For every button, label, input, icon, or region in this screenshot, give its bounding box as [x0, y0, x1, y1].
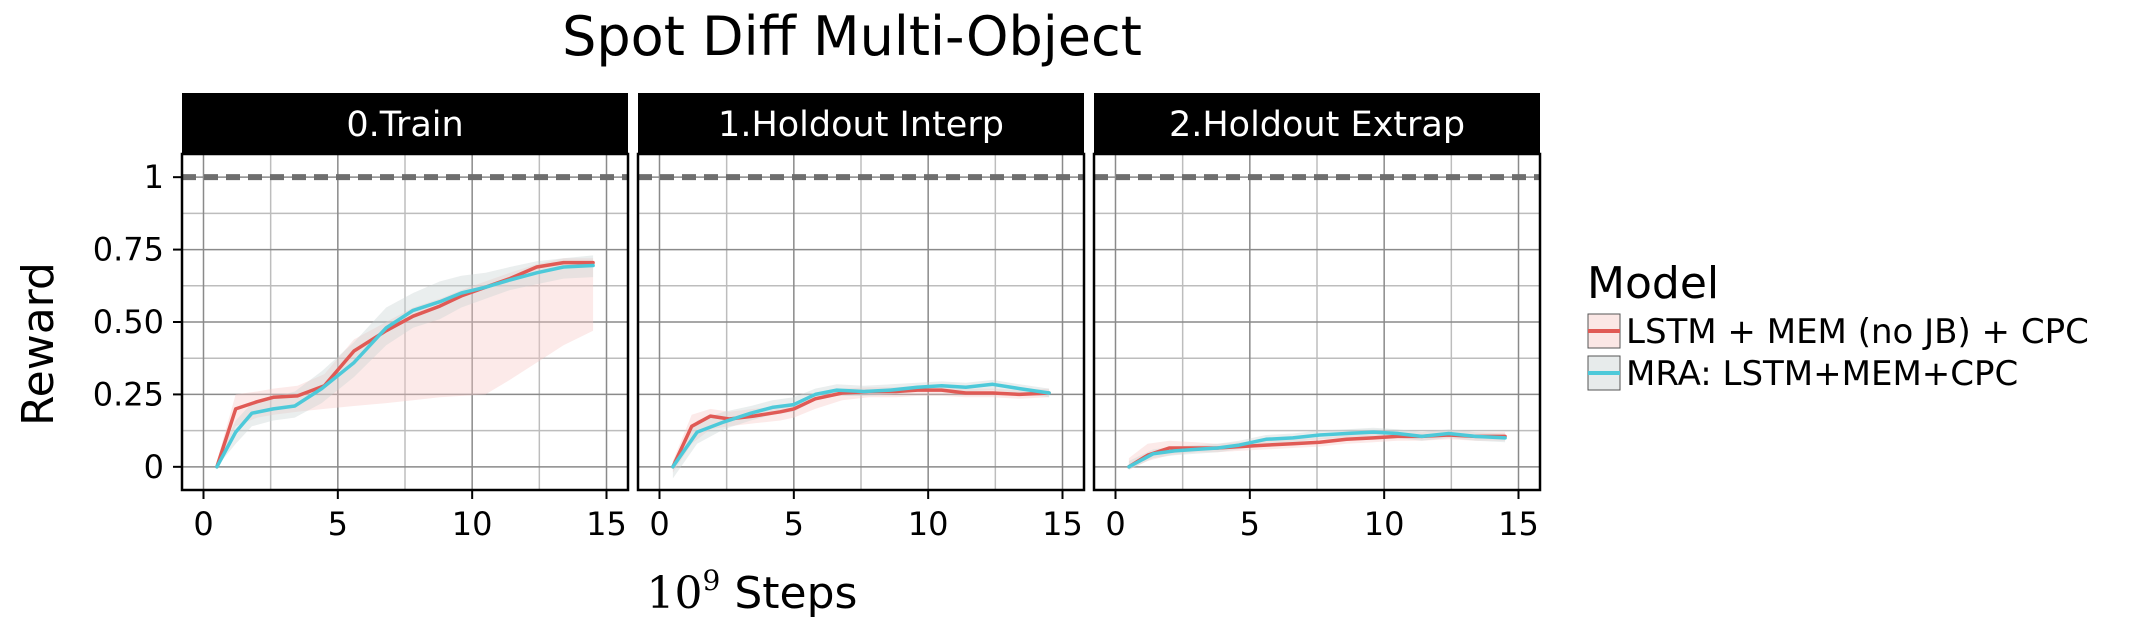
series-line-2	[1127, 430, 1507, 469]
chart-title: Spot Diff Multi-Object	[562, 5, 1142, 68]
panel-border	[636, 152, 1086, 492]
series-line-2	[671, 382, 1051, 469]
panel-2: 1.Holdout Interp 0 5 10 15	[636, 93, 1086, 543]
confidence-band-1	[1128, 430, 1506, 470]
x-tick-label: 15	[1042, 505, 1083, 543]
series-line-1	[215, 260, 595, 469]
panel-strip-label: 1.Holdout Interp	[718, 105, 1004, 145]
panel-3: 2.Holdout Extrap 0 5 10 15	[1092, 93, 1542, 543]
panel-strip-label: 2.Holdout Extrap	[1169, 105, 1465, 145]
legend-label: MRA: LSTM+MEM+CPC	[1626, 354, 2018, 394]
y-tick-label: 0.75	[93, 231, 164, 269]
x-tick-label: 5	[784, 505, 804, 543]
panel-1: 0.Train 0 5 10 15 0 0.25 0.50 0.75 1	[93, 93, 630, 543]
legend-item: LSTM + MEM (no JB) + CPC	[1587, 312, 2089, 352]
x-tick-label: 10	[908, 505, 949, 543]
x-tick-label: 15	[1498, 505, 1539, 543]
panel-strip	[638, 93, 1084, 154]
confidence-band-2	[216, 255, 594, 467]
x-tick-label: 0	[1105, 505, 1125, 543]
y-axis-label: Reward	[13, 262, 64, 426]
x-tick-label: 0	[193, 505, 213, 543]
panel-strip	[182, 93, 628, 154]
legend-title: Model	[1587, 258, 1719, 309]
x-axis-label-rest: Steps	[734, 568, 857, 619]
panel-strip	[1094, 93, 1540, 154]
y-tick-label: 1	[144, 158, 164, 196]
legend-label: LSTM + MEM (no JB) + CPC	[1626, 312, 2089, 352]
x-tick-label: 0	[649, 505, 669, 543]
x-axis-label-exponent: 9	[703, 564, 721, 597]
x-tick-label: 10	[1364, 505, 1405, 543]
y-tick-label: 0	[144, 448, 164, 486]
y-tick-label: 0.50	[93, 303, 164, 341]
series-line-2	[215, 263, 595, 469]
y-tick-label: 0.25	[93, 375, 164, 413]
x-tick-label: 15	[586, 505, 627, 543]
legend-item: MRA: LSTM+MEM+CPC	[1587, 354, 2018, 394]
confidence-band-2	[672, 379, 1050, 479]
series-line-1	[671, 388, 1051, 469]
panel-border	[1092, 152, 1542, 492]
x-axis-label-base: 10	[647, 568, 703, 619]
panel-strip-label: 0.Train	[346, 105, 463, 145]
x-tick-label: 10	[452, 505, 493, 543]
confidence-band-1	[216, 258, 594, 467]
panels: 0.Train 0 5 10 15 0 0.25 0.50 0.75 1 1.Holdout Int…	[93, 93, 1542, 543]
x-tick-label: 5	[328, 505, 348, 543]
x-tick-label: 5	[1240, 505, 1260, 543]
confidence-band-2	[1128, 427, 1506, 470]
x-axis-label: 109 Steps	[647, 564, 858, 619]
